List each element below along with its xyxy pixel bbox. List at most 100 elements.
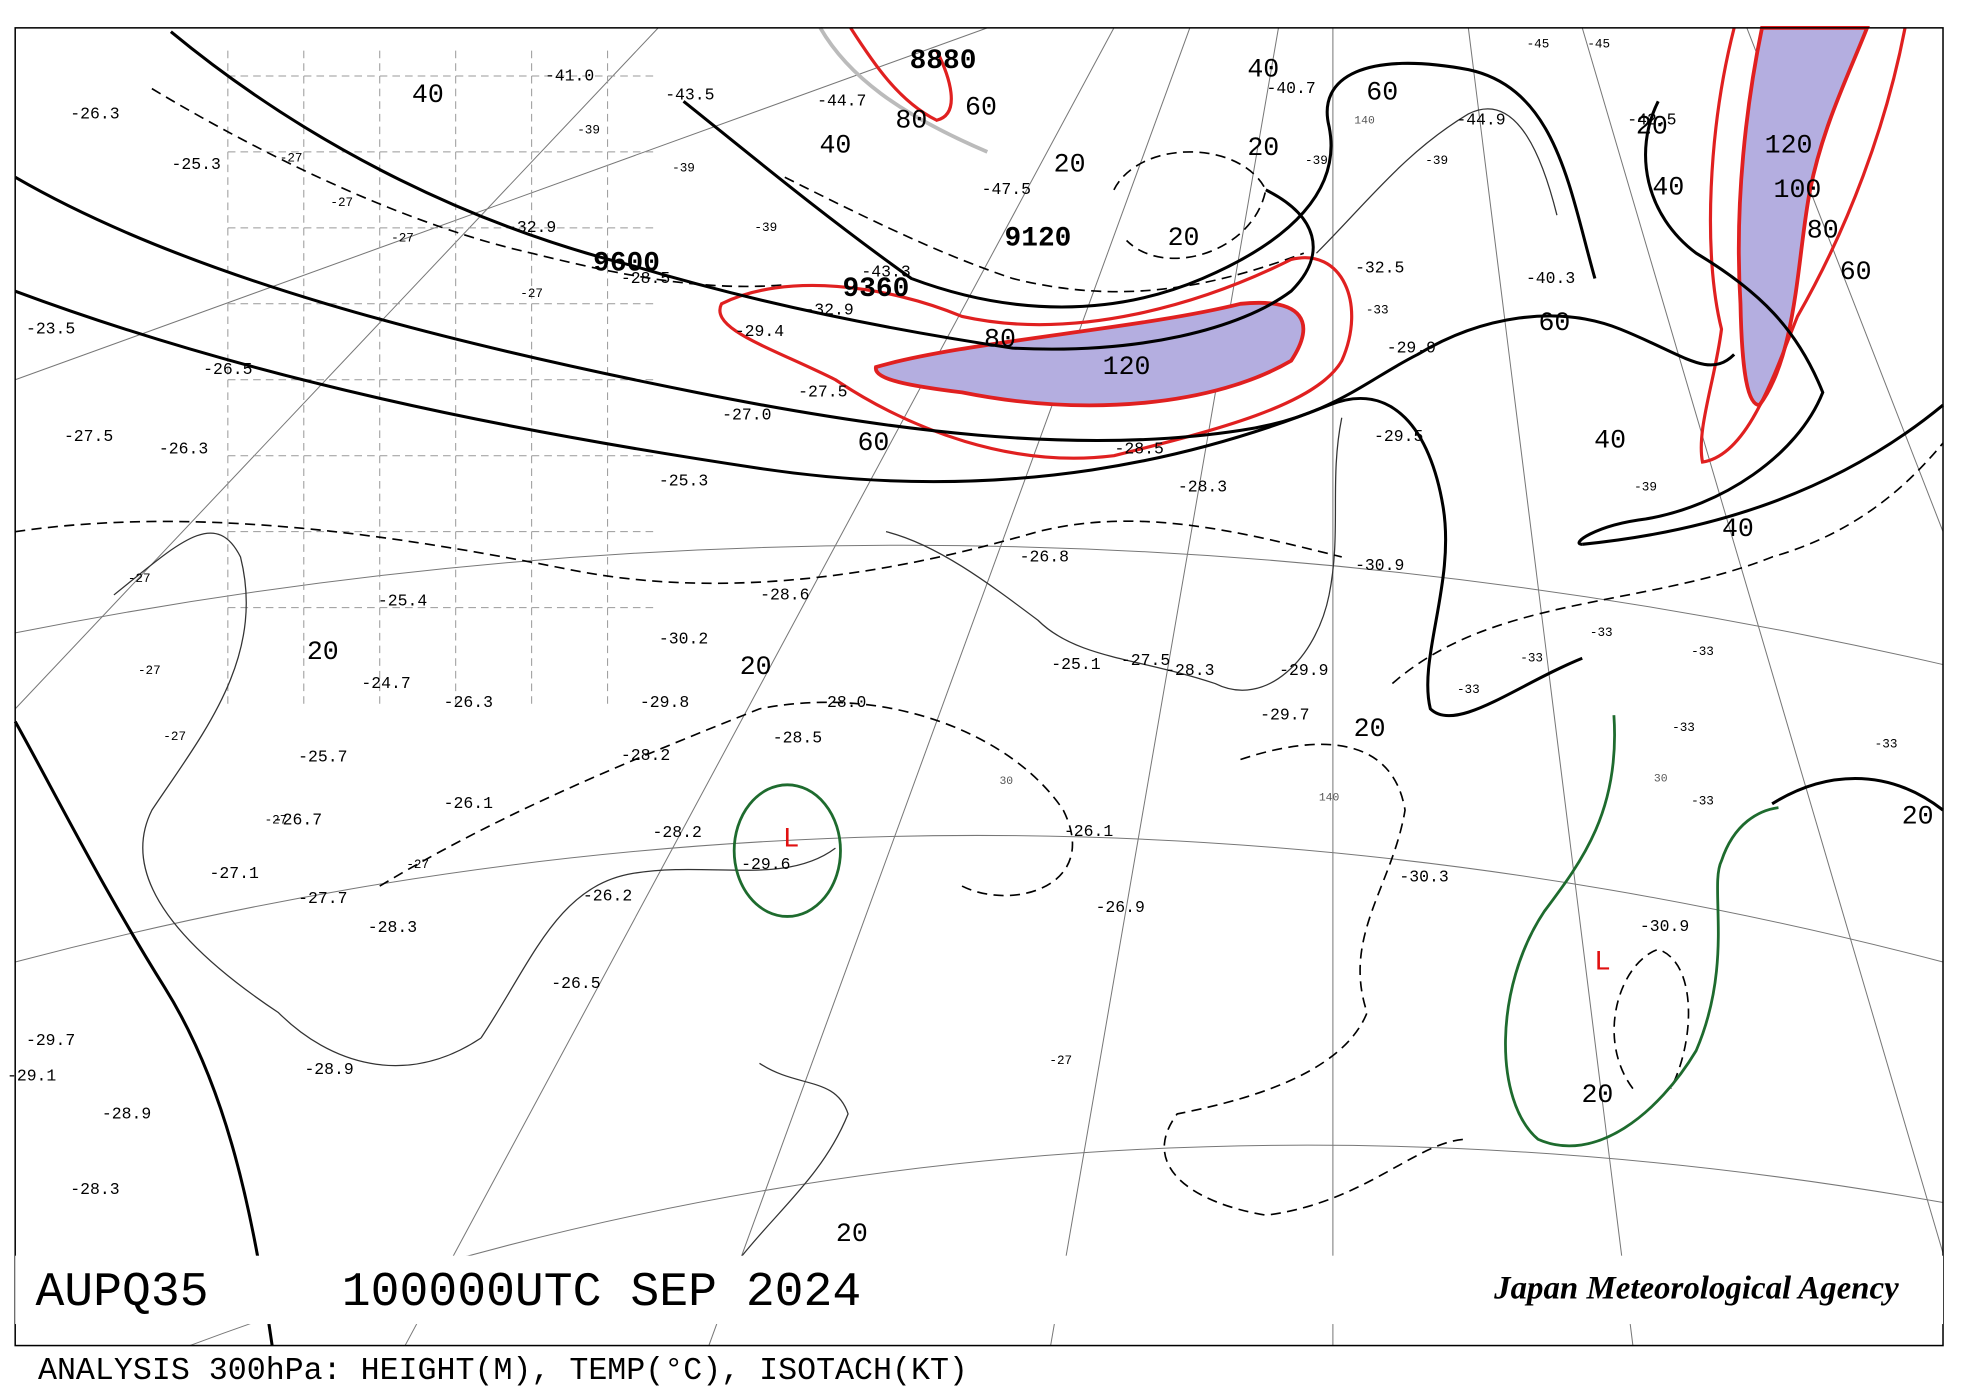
isotach-label: 20 xyxy=(740,652,772,682)
isotach-label: 20 xyxy=(1354,714,1386,744)
station-temperature: -42.5 xyxy=(1627,111,1676,130)
station-temperature: -25.1 xyxy=(1051,655,1100,674)
title-band xyxy=(15,1255,1944,1325)
station-temperature: -30.3 xyxy=(1399,868,1448,887)
isotherm-label: -39 xyxy=(1305,153,1328,168)
graticule-label: 140 xyxy=(1319,792,1340,804)
isotach-label: 120 xyxy=(1765,131,1813,161)
station-temperature: -27.5 xyxy=(64,427,113,446)
station-temperature: -28.3 xyxy=(1178,478,1227,497)
graticule-label: 30 xyxy=(1654,773,1668,785)
isotach-outlines xyxy=(718,27,1907,464)
isotach-label: 120 xyxy=(1103,352,1151,382)
isotherm-label: -33 xyxy=(1672,720,1695,735)
station-temperature: -43.5 xyxy=(665,85,714,104)
low-marker: L xyxy=(1594,947,1611,978)
isotherm-label: -27 xyxy=(163,729,186,744)
isotherms xyxy=(15,87,1944,1217)
station-temperature: -29.6 xyxy=(741,855,790,874)
station-temperature: -26.3 xyxy=(444,693,493,712)
isotherm-label: -33 xyxy=(1875,737,1898,752)
isotherm-label: -27 xyxy=(265,813,288,828)
product-code: AUPQ35 xyxy=(35,1266,208,1320)
station-temperature: -47.5 xyxy=(982,180,1031,199)
isotherm-label: -27 xyxy=(330,195,353,210)
isotherm-label: -33 xyxy=(1691,794,1714,809)
station-temperature: -26.5 xyxy=(203,360,252,379)
agency: Japan Meteorological Agency xyxy=(1493,1271,1899,1307)
station-temperature: -29.5 xyxy=(1374,427,1423,446)
station-temperature: -29.9 xyxy=(1387,338,1436,357)
isotherm-label: -33 xyxy=(1457,682,1480,697)
isotherm-label: -39 xyxy=(754,220,777,235)
isotach-label: 20 xyxy=(1636,112,1668,142)
isotach-label: 40 xyxy=(1594,426,1626,456)
isotherm-label: -45 xyxy=(1527,37,1550,52)
isotach-label: 60 xyxy=(857,428,889,458)
height-label: 9600 xyxy=(593,249,660,280)
station-temperature: -29.7 xyxy=(1260,706,1309,725)
station-temperature: -28.5 xyxy=(1115,440,1164,459)
station-temperature: -26.9 xyxy=(1096,898,1145,917)
station-temperature: -28.9 xyxy=(304,1060,353,1079)
isotherm-label: -27 xyxy=(406,857,429,872)
station-temperature: -26.1 xyxy=(1064,822,1113,841)
isotach-label: 40 xyxy=(1722,514,1754,544)
isotach-label: 40 xyxy=(1247,55,1279,85)
isotach-label: 20 xyxy=(1168,223,1200,253)
station-temperature: -43.3 xyxy=(861,263,910,282)
isotach-label: 20 xyxy=(307,637,339,667)
station-temperature: -29.7 xyxy=(26,1031,75,1050)
station-temperature: -23.5 xyxy=(26,319,75,338)
isotherm-label: -27 xyxy=(280,151,303,166)
isotach-label: 100 xyxy=(1774,175,1822,205)
station-temperature: -29.4 xyxy=(735,322,784,341)
station-temperature: -28.2 xyxy=(621,746,670,765)
station-temperature: -44.7 xyxy=(817,92,866,111)
station-temperature: -28.5 xyxy=(621,269,670,288)
product-description: ANALYSIS 300hPa: HEIGHT(M), TEMP(°C), IS… xyxy=(38,1353,968,1389)
station-temperature: -28.2 xyxy=(653,823,702,842)
isotherm-label: -33 xyxy=(1691,644,1714,659)
isotherm-label: -27 xyxy=(138,663,161,678)
isotherm-label: -39 xyxy=(577,123,600,138)
isotherm-label: -27 xyxy=(520,286,543,301)
isotherm-label: -39 xyxy=(1634,480,1657,495)
isotherm-label: -27 xyxy=(1049,1053,1072,1068)
isotherm-label: -33 xyxy=(1590,625,1613,640)
station-temperature: -27.5 xyxy=(1121,651,1170,670)
old-contour xyxy=(818,26,989,154)
height-label: 9360 xyxy=(843,274,910,305)
height-contours xyxy=(13,30,1944,1346)
height-label: 8880 xyxy=(910,46,977,77)
station-temperature: -28.9 xyxy=(102,1104,151,1123)
coastlines xyxy=(113,108,1558,1267)
station-temperature: -25.3 xyxy=(172,155,221,174)
station-temperature: -28.0 xyxy=(817,693,866,712)
station-temperature: -25.7 xyxy=(298,747,347,766)
station-temperature: -30.2 xyxy=(659,630,708,649)
isotach-label: 20 xyxy=(836,1219,868,1249)
station-temperature: -44.9 xyxy=(1456,111,1505,130)
graticule-label: 140 xyxy=(1354,115,1375,127)
isotherm-label: -39 xyxy=(1425,153,1448,168)
low-marker: L xyxy=(783,825,800,856)
station-temperature: -26.1 xyxy=(444,794,493,813)
station-temperature: -29.1 xyxy=(7,1066,56,1085)
isotach-label: 40 xyxy=(1652,172,1684,202)
isotach-label: 80 xyxy=(1807,215,1839,245)
station-temperature: -27.1 xyxy=(210,864,259,883)
station-temperature: -30.9 xyxy=(1355,556,1404,575)
station-temperature: -28.3 xyxy=(70,1180,119,1199)
station-temperature: -27.7 xyxy=(298,889,347,908)
station-temperature: -32.9 xyxy=(804,300,853,319)
station-temperature: -25.3 xyxy=(659,471,708,490)
isotherm-label: -27 xyxy=(391,230,414,245)
isotach-label: 40 xyxy=(819,131,851,161)
station-temperature: -40.3 xyxy=(1526,269,1575,288)
isotach-label: 20 xyxy=(1054,150,1086,180)
isotach-label: 60 xyxy=(1840,257,1872,287)
station-temperature: -32.5 xyxy=(1355,259,1404,278)
